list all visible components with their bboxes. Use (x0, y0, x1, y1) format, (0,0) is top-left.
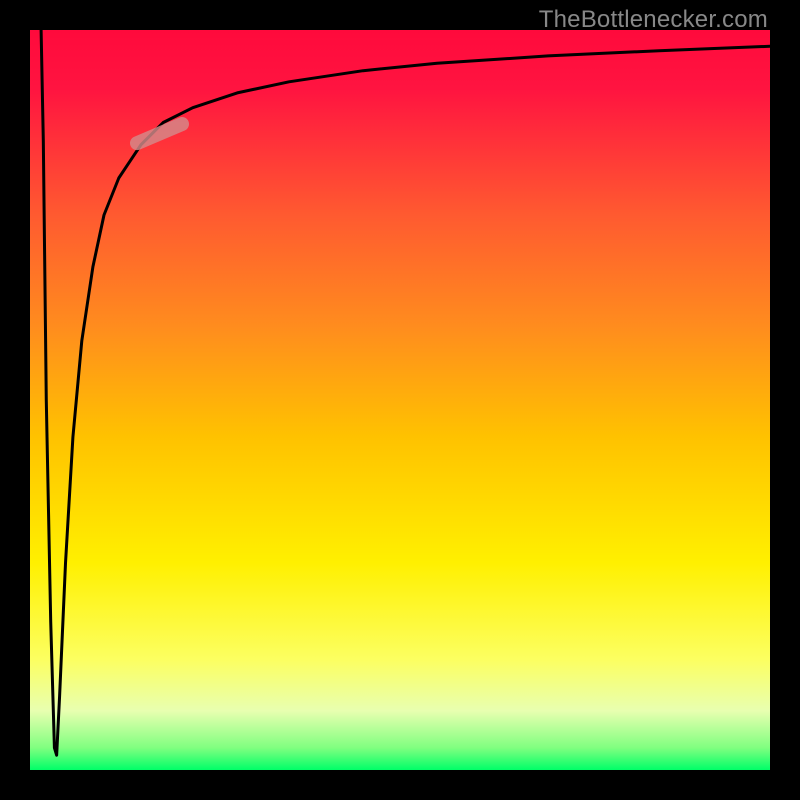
chart-plot-area (30, 30, 770, 770)
highlight-marker (128, 115, 191, 152)
curve-layer (30, 30, 770, 770)
